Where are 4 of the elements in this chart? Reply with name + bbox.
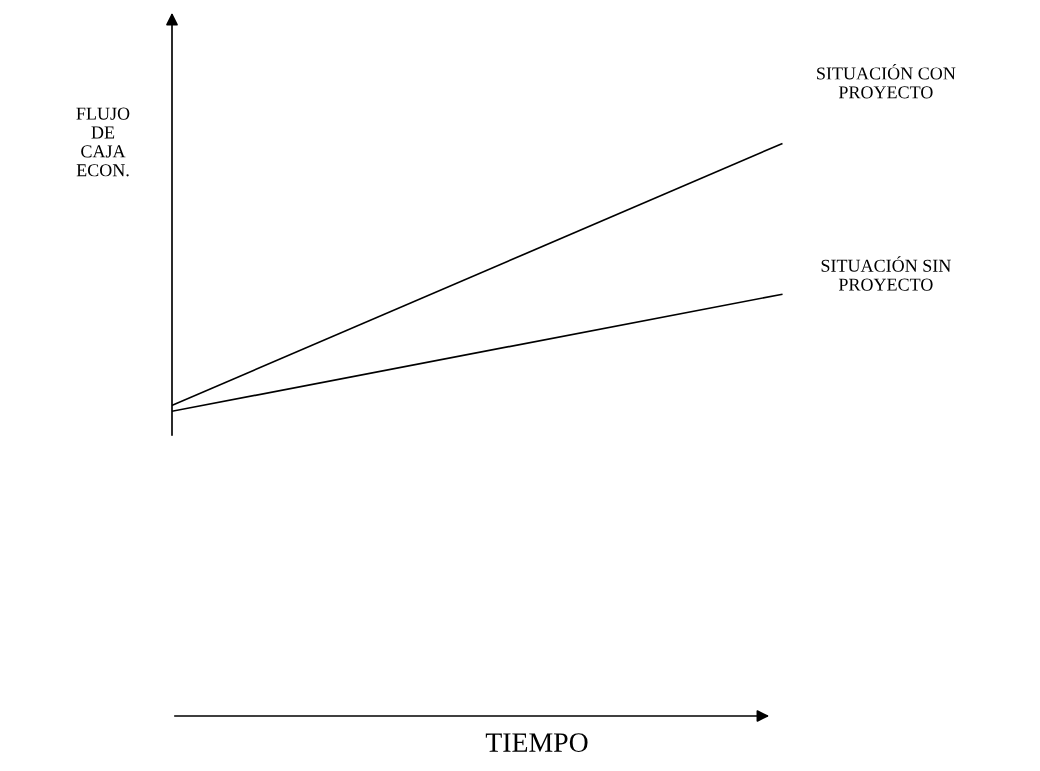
text: SITUACIÓN SIN PROYECTO	[821, 256, 951, 291]
text: TIEMPO	[485, 733, 588, 752]
y-axis-title: FLUJO DE CAJA ECON.	[76, 107, 130, 177]
text: SITUACIÓN CON PROYECTO	[817, 63, 956, 99]
